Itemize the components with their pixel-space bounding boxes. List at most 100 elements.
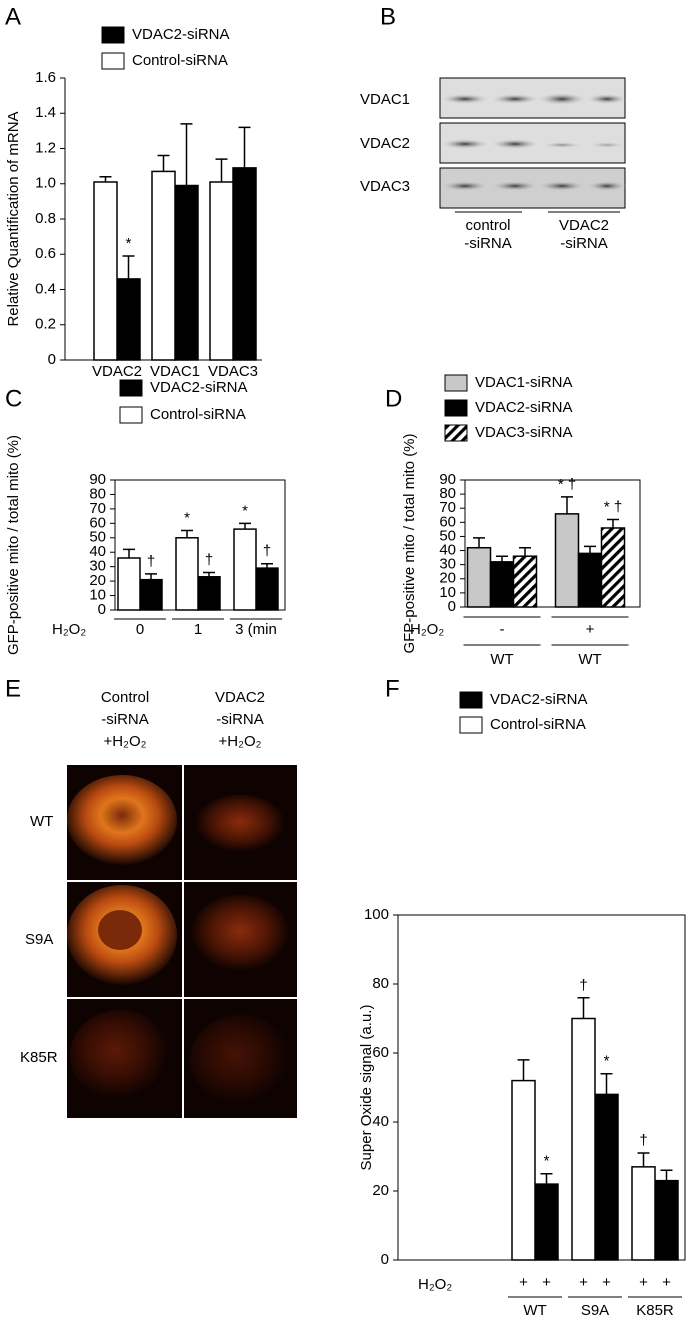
y-tick-label: 10 <box>89 587 106 604</box>
blot <box>439 77 627 213</box>
y-axis-label: GFP-positive mito / total mito (%) <box>401 433 418 653</box>
error-bar <box>600 1072 613 1095</box>
x-tick-label: S9A <box>581 1302 609 1319</box>
y-tick-label: 90 <box>439 471 456 488</box>
error-bar <box>238 126 251 168</box>
bar <box>209 181 234 361</box>
error-bar <box>637 1152 650 1167</box>
legend-swatch <box>101 26 125 44</box>
error-bar <box>473 537 485 548</box>
bar <box>571 1017 596 1261</box>
y-tick-label: 0.8 <box>35 210 56 227</box>
significance-mark: * <box>126 235 132 252</box>
bar <box>631 1166 656 1261</box>
panel-letter: A <box>5 3 21 30</box>
bar <box>116 278 141 361</box>
y-tick-label: 60 <box>89 514 106 531</box>
column-header: Control <box>101 689 149 706</box>
significance-mark: * † <box>558 476 576 493</box>
x-tick-label: VDAC3 <box>208 363 258 380</box>
x-tick-label: + <box>586 621 595 638</box>
y-tick-label: 20 <box>439 570 456 587</box>
blot-group-label: VDAC2 <box>559 217 609 234</box>
group-label: WT <box>490 651 513 668</box>
y-tick-label: 0 <box>48 351 56 368</box>
y-tick-label: 40 <box>89 543 106 560</box>
significance-mark: † <box>263 543 271 560</box>
blot-group-label: -siRNA <box>464 235 512 252</box>
significance-mark: * † <box>604 498 622 515</box>
bar <box>255 567 279 611</box>
legend-swatch <box>459 716 483 734</box>
bar <box>577 552 603 608</box>
y-axis-label: GFP-positive mito / total mito (%) <box>5 435 22 655</box>
treatment-label: + <box>602 1274 611 1291</box>
legend-swatch <box>444 424 468 442</box>
y-axis-label: Relative Quantification of mRNA <box>5 111 22 326</box>
treatment-label: + <box>662 1274 671 1291</box>
legend-label: VDAC2-siRNA <box>475 399 573 416</box>
significance-mark: † <box>579 977 587 994</box>
blot-group-label: control <box>465 217 510 234</box>
bar <box>512 555 538 608</box>
y-tick-label: 10 <box>439 584 456 601</box>
error-bar <box>577 997 590 1019</box>
x-prefix: H₂O₂ <box>418 1276 452 1293</box>
y-tick-label: 20 <box>89 572 106 589</box>
error-bar <box>584 545 596 554</box>
y-tick-label: 90 <box>89 471 106 488</box>
x-prefix: H₂O₂ <box>52 621 86 638</box>
x-tick-label: VDAC1 <box>150 363 200 380</box>
y-tick-label: 0 <box>381 1251 389 1268</box>
x-tick-label: 1 <box>194 621 202 638</box>
bar <box>174 184 199 361</box>
x-tick-label: 0 <box>136 621 144 638</box>
significance-mark: * <box>544 1153 550 1170</box>
legend-label: VDAC3-siRNA <box>475 424 573 441</box>
column-header: VDAC2 <box>215 689 265 706</box>
panel-letter: E <box>5 675 21 702</box>
error-bar <box>180 123 193 186</box>
column-header: +H₂O₂ <box>104 733 147 750</box>
legend-label: Control-siRNA <box>132 52 228 69</box>
bar <box>466 546 492 608</box>
row-label: S9A <box>25 931 53 948</box>
y-tick-label: 70 <box>439 499 456 516</box>
error-bar <box>181 529 193 538</box>
y-tick-label: 50 <box>439 527 456 544</box>
significance-mark: * <box>604 1053 610 1070</box>
legend-swatch <box>444 374 468 392</box>
error-bar <box>261 563 273 569</box>
bar <box>117 557 141 611</box>
row-label: WT <box>30 813 53 830</box>
y-tick-label: 60 <box>439 513 456 530</box>
y-tick-label: 0 <box>98 601 106 618</box>
bar <box>232 167 257 361</box>
blot-row-label: VDAC1 <box>360 91 410 108</box>
column-header: -siRNA <box>101 711 149 728</box>
y-tick-label: 20 <box>372 1182 389 1199</box>
error-bar <box>660 1169 673 1181</box>
error-bar <box>239 522 251 530</box>
error-bar <box>122 255 135 279</box>
legend-swatch <box>444 399 468 417</box>
bar <box>600 527 626 608</box>
panel-letter: F <box>385 675 400 702</box>
bar <box>489 561 515 608</box>
bar <box>175 537 199 611</box>
group-label: WT <box>578 651 601 668</box>
y-tick-label: 80 <box>372 975 389 992</box>
y-tick-label: 30 <box>439 556 456 573</box>
error-bar <box>496 555 508 562</box>
y-tick-label: 1.4 <box>35 104 56 121</box>
x-tick-label: - <box>500 621 505 638</box>
error-bar <box>99 175 112 182</box>
y-tick-label: 0.6 <box>35 245 56 262</box>
x-tick-label: K85R <box>636 1302 674 1319</box>
legend-swatch <box>101 52 125 70</box>
legend-label: Control-siRNA <box>150 406 246 423</box>
bar <box>554 513 580 608</box>
error-bar <box>540 1173 553 1185</box>
y-tick-label: 1.2 <box>35 139 56 156</box>
plot-frame <box>464 479 641 608</box>
